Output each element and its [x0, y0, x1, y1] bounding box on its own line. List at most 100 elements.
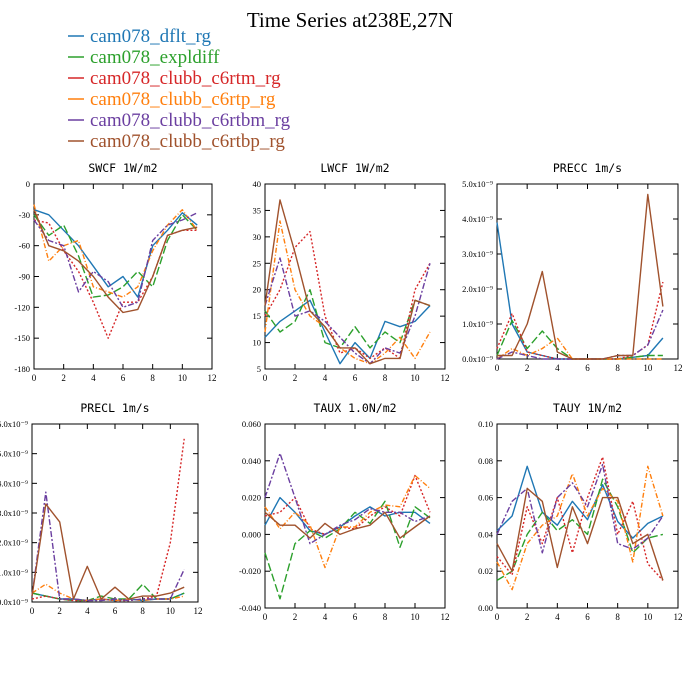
- x-tick-label: 4: [323, 612, 328, 622]
- series-line: [31, 491, 185, 602]
- y-tick-label: 3.0x10⁻⁹: [462, 249, 493, 259]
- legend: cam078_dflt_rgcam078_expldiffcam078_club…: [68, 26, 291, 152]
- x-tick-label: 6: [121, 373, 126, 383]
- x-tick-label: 0: [30, 606, 35, 616]
- x-tick-label: 2: [525, 363, 530, 373]
- x-tick-label: 4: [323, 373, 328, 383]
- y-tick-label: 20: [253, 285, 262, 295]
- y-tick-label: 3.0x10⁻⁹: [0, 508, 28, 518]
- x-tick-label: 0: [495, 363, 500, 373]
- x-tick-label: 12: [674, 363, 683, 373]
- panel-title: PRECL 1m/s: [80, 401, 149, 415]
- figure-title: Time Series at238E,27N: [247, 8, 453, 32]
- series-line: [264, 511, 431, 539]
- x-tick-label: 4: [555, 363, 560, 373]
- series-line: [264, 257, 431, 365]
- x-tick-label: 2: [293, 373, 298, 383]
- y-tick-label: -120: [14, 302, 30, 312]
- series-line: [31, 503, 185, 600]
- y-tick-label: 6.0x10⁻⁹: [0, 419, 28, 429]
- legend-label: cam078_clubb_c6rtbp_rg: [90, 131, 285, 152]
- y-tick-label: 0.08: [478, 456, 493, 466]
- x-tick-label: 12: [208, 373, 217, 383]
- x-tick-label: 10: [166, 606, 176, 616]
- series-line: [33, 209, 198, 314]
- y-tick-label: 1.0x10⁻⁹: [462, 319, 493, 329]
- series-line: [264, 474, 431, 536]
- x-tick-label: 10: [178, 373, 188, 383]
- series-line: [264, 474, 431, 569]
- series-line: [496, 319, 663, 360]
- x-tick-label: 8: [615, 363, 620, 373]
- panel-title: SWCF 1W/m2: [88, 161, 157, 175]
- y-tick-label: 0.0x10⁻⁹: [0, 597, 28, 607]
- series-line: [264, 299, 431, 365]
- y-tick-label: 5: [257, 364, 261, 374]
- y-tick-label: -30: [19, 210, 30, 220]
- y-tick-label: 5.0x10⁻⁹: [462, 179, 493, 189]
- x-tick-label: 12: [441, 612, 450, 622]
- x-tick-label: 4: [85, 606, 90, 616]
- y-tick-label: 30: [253, 232, 262, 242]
- x-tick-label: 4: [91, 373, 96, 383]
- panel-title: PRECC 1m/s: [553, 161, 622, 175]
- y-tick-label: 10: [253, 338, 262, 348]
- series-line: [496, 463, 664, 554]
- panel-title: LWCF 1W/m2: [320, 161, 389, 175]
- y-tick-label: 4.0x10⁻⁹: [0, 478, 28, 488]
- plot-frame: [264, 183, 446, 370]
- y-tick-label: -90: [19, 272, 30, 282]
- x-tick-label: 12: [194, 606, 203, 616]
- y-tick-label: 25: [253, 258, 262, 268]
- panel-precl: PRECL 1m/s 0 2 4 6 8 10 12 6.0x10⁻⁹ 5.0x10⁻⁹ 4.0x1…: [0, 401, 203, 616]
- y-tick-label: 40: [253, 179, 262, 189]
- legend-label: cam078_dflt_rg: [90, 26, 212, 47]
- y-tick-label: 0.04: [478, 529, 494, 539]
- y-tick-label: 0.0x10⁻⁹: [462, 354, 493, 364]
- y-tick-label: 4.0x10⁻⁹: [462, 214, 493, 224]
- series-line: [496, 456, 664, 581]
- y-tick-label: 0.020: [242, 493, 261, 503]
- panel-title: TAUY 1N/m2: [553, 401, 622, 415]
- x-tick-label: 0: [263, 612, 268, 622]
- y-tick-label: 0.040: [242, 456, 261, 466]
- series-line: [33, 204, 198, 298]
- series-line: [264, 289, 431, 349]
- series-line: [496, 465, 664, 591]
- y-tick-label: -180: [14, 364, 30, 374]
- legend-label: cam078_clubb_c6rtm_rg: [90, 68, 281, 89]
- panels: SWCF 1W/m2 0 2 4 6 8 10 12 0 -30 -60 -90 -120 -150 -18…: [0, 161, 683, 622]
- x-tick-label: 0: [495, 612, 500, 622]
- panel-title: TAUX 1.0N/m2: [313, 401, 396, 415]
- panel-swcf: SWCF 1W/m2 0 2 4 6 8 10 12 0 -30 -60 -90 -120 -150 -18…: [14, 161, 216, 383]
- x-tick-label: 4: [555, 612, 560, 622]
- x-tick-label: 6: [353, 612, 358, 622]
- legend-label: cam078_clubb_c6rtp_rg: [90, 89, 276, 110]
- legend-label: cam078_clubb_c6rtbm_rg: [90, 110, 291, 131]
- x-tick-label: 6: [113, 606, 118, 616]
- x-tick-label: 8: [383, 612, 388, 622]
- panel-precc: PRECC 1m/s 0 2 4 6 8 10 12 5.0x10⁻⁹ 4.0x10⁻⁹ 3.0x1…: [462, 161, 682, 373]
- series-line: [497, 193, 664, 360]
- series-line: [264, 220, 431, 365]
- y-tick-label: 0.00: [478, 603, 493, 613]
- x-tick-label: 10: [643, 612, 653, 622]
- y-tick-label: -0.020: [239, 566, 261, 576]
- y-tick-label: 2.0x10⁻⁹: [462, 284, 493, 294]
- series-line: [31, 438, 185, 602]
- y-tick-label: 0.000: [242, 529, 261, 539]
- series-line: [496, 487, 664, 581]
- series-line: [33, 212, 198, 308]
- series-line: [33, 219, 198, 339]
- x-tick-label: 2: [293, 612, 298, 622]
- y-tick-label: 0.02: [478, 566, 493, 576]
- panel-tauy: TAUY 1N/m2 0 2 4 6 8 10 12 0.10 0.08 0.06 0.04 0.02 0…: [478, 401, 682, 622]
- series-line: [264, 452, 431, 545]
- y-tick-label: 0.06: [478, 493, 493, 503]
- y-tick-label: 0.10: [478, 419, 493, 429]
- legend-label: cam078_expldiff: [90, 47, 220, 68]
- y-tick-label: 0: [26, 179, 30, 189]
- y-tick-label: 15: [253, 311, 262, 321]
- x-tick-label: 12: [674, 612, 683, 622]
